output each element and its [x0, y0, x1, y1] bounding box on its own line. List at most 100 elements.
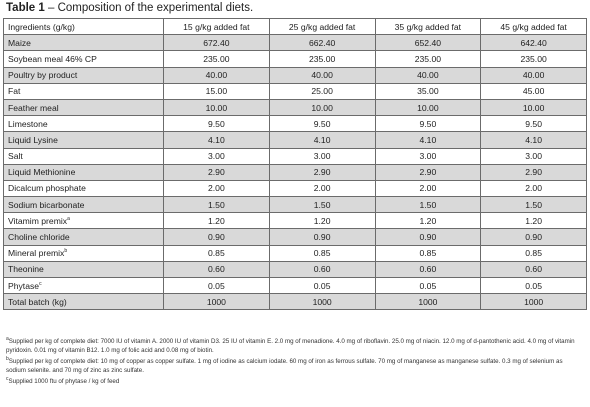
ingredient-name: Feather meal	[8, 102, 59, 113]
ingredient-name: Liquid Lysine	[8, 134, 58, 145]
table-caption: Table 1 – Composition of the experimenta…	[6, 2, 253, 14]
value-cell: 0.05	[163, 276, 270, 295]
value-cell: 9.50	[268, 115, 376, 133]
value-cell: 672.40	[163, 34, 270, 52]
value-cell: 2.90	[268, 163, 376, 181]
ingredient-name: Dicalcum phosphate	[8, 183, 86, 194]
value-cell: 40.00	[374, 66, 482, 84]
table-row: Limestone 9.50 9.50 9.50 9.50	[3, 115, 587, 133]
ingredient-name: Limestone	[8, 118, 48, 129]
ingredient-cell: Liquid Methionine	[3, 163, 164, 181]
table-body: Maize 672.40 662.40 652.40 642.40 Soybean mea…	[3, 34, 587, 311]
ingredient-name: Poultry by product	[8, 70, 78, 81]
ingredient-name: Liquid Methionine	[8, 167, 76, 178]
value-cell: 35.00	[374, 82, 482, 100]
value-cell: 642.40	[480, 34, 587, 52]
footnote-mark: c	[39, 280, 42, 287]
value-cell: 3.00	[268, 147, 376, 165]
header-cell: 15 g/kg added fat	[163, 17, 270, 36]
value-cell: 4.10	[480, 131, 587, 149]
value-cell: 0.90	[268, 228, 376, 246]
table-title: – Composition of the experimental diets.	[44, 2, 254, 14]
value-cell: 2.00	[480, 179, 587, 198]
table-row: Feather meal 10.00 10.00 10.00 10.00	[3, 98, 587, 117]
value-cell: 0.90	[480, 228, 587, 246]
table-row: Choline chloride 0.90 0.90 0.90 0.90	[3, 228, 587, 246]
value-cell: 235.00	[163, 50, 270, 68]
table-row: Vitamim premixa 1.20 1.20 1.20 1.20	[3, 212, 587, 230]
table-row: Poultry by product 40.00 40.00 40.00 40.00	[3, 66, 587, 84]
value-cell: 662.40	[268, 34, 376, 52]
value-cell: 25.00	[268, 82, 376, 100]
value-cell: 40.00	[163, 66, 270, 84]
table-row: Mineral premixb 0.85 0.85 0.85 0.85	[3, 244, 587, 262]
value-cell: 4.10	[163, 131, 270, 149]
header-cell: 45 g/kg added fat	[480, 17, 587, 36]
ingredient-name: Fat	[8, 86, 21, 97]
ingredient-name: Mineral premix	[8, 248, 65, 259]
value-cell: 3.00	[163, 147, 270, 165]
footnote-text: Supplied per kg of complete diet: 10 mg …	[6, 358, 563, 374]
ingredient-cell: Dicalcum phosphate	[3, 179, 164, 198]
footnote-mark: b	[6, 356, 9, 363]
value-cell: 2.90	[163, 163, 270, 181]
value-cell: 1000	[268, 293, 376, 311]
value-cell: 0.60	[480, 260, 587, 279]
table-row: Fat 15.00 25.00 35.00 45.00	[3, 82, 587, 100]
table-row: Maize 672.40 662.40 652.40 642.40	[3, 34, 587, 52]
value-cell: 1000	[374, 293, 482, 311]
footnote-mark: b	[64, 248, 68, 255]
ingredient-cell: Phytasec	[3, 276, 164, 295]
table-label: Table 1	[6, 2, 45, 14]
value-cell: 1.20	[163, 212, 270, 230]
ingredient-cell: Poultry by product	[3, 66, 164, 84]
value-cell: 0.90	[374, 228, 482, 246]
ingredient-name: Choline chloride	[8, 232, 70, 243]
value-cell: 9.50	[163, 115, 270, 133]
value-cell: 235.00	[374, 50, 482, 68]
ingredient-cell: Liquid Lysine	[3, 131, 164, 149]
ingredient-cell: Mineral premixb	[3, 244, 164, 262]
value-cell: 235.00	[268, 50, 376, 68]
table-row: Dicalcum phosphate 2.00 2.00 2.00 2.00	[3, 179, 587, 198]
ingredient-cell: Feather meal	[3, 98, 164, 117]
value-cell: 1.50	[374, 196, 482, 214]
footnote: aSupplied per kg of complete diet: 7000 …	[6, 336, 584, 355]
ingredient-cell: Sodium bicarbonate	[3, 196, 164, 214]
footnotes: aSupplied per kg of complete diet: 7000 …	[6, 336, 584, 390]
value-cell: 652.40	[374, 34, 482, 52]
ingredient-cell: Choline chloride	[3, 228, 164, 246]
value-cell: 40.00	[268, 66, 376, 84]
value-cell: 9.50	[374, 115, 482, 133]
ingredient-name: Total batch (kg)	[8, 296, 67, 307]
table-row: Total batch (kg) 1000 1000 1000 1000	[3, 293, 587, 311]
value-cell: 1.50	[163, 196, 270, 214]
ingredient-cell: Salt	[3, 147, 164, 165]
table-row: Phytasec 0.05 0.05 0.05 0.05	[3, 276, 587, 295]
ingredient-cell: Fat	[3, 82, 164, 100]
footnote-text: Supplied 1000 ftu of phytase / kg of fee…	[8, 378, 120, 386]
value-cell: 3.00	[480, 147, 587, 165]
value-cell: 10.00	[163, 98, 270, 117]
value-cell: 10.00	[374, 98, 482, 117]
header-cell: 35 g/kg added fat	[374, 17, 482, 36]
ingredient-name: Vitamim premix	[8, 215, 68, 226]
ingredient-cell: Soybean meal 46% CP	[3, 50, 164, 68]
value-cell: 4.10	[268, 131, 376, 149]
value-cell: 0.85	[163, 244, 270, 262]
footnote: cSupplied 1000 ftu of phytase / kg of fe…	[6, 377, 584, 387]
value-cell: 1.20	[374, 212, 482, 230]
value-cell: 0.85	[480, 244, 587, 262]
value-cell: 45.00	[480, 82, 587, 100]
header-cell: Ingredients (g/kg)	[3, 17, 164, 36]
value-cell: 0.60	[374, 260, 482, 279]
value-cell: 2.90	[374, 163, 482, 181]
value-cell: 0.90	[163, 228, 270, 246]
ingredient-name: Theonine	[8, 264, 44, 275]
header-row: Ingredients (g/kg) 15 g/kg added fat 25 …	[3, 17, 587, 36]
value-cell: 1.50	[268, 196, 376, 214]
ingredient-name: Maize	[8, 37, 31, 48]
table-row: Sodium bicarbonate 1.50 1.50 1.50 1.50	[3, 196, 587, 214]
header-cell: 25 g/kg added fat	[268, 17, 376, 36]
value-cell: 2.90	[480, 163, 587, 181]
